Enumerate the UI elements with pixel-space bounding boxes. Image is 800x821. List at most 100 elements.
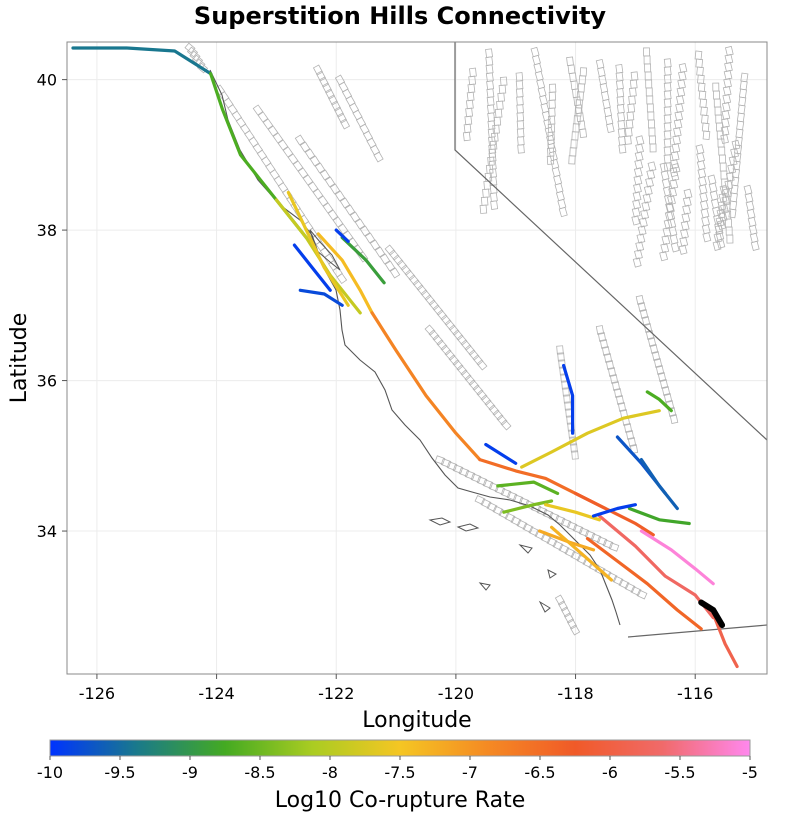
fault-section-outline: [556, 345, 564, 355]
fault-section-outline: [464, 344, 476, 356]
fault-section-outline: [631, 215, 641, 226]
fault-section-outline: [384, 260, 396, 272]
fault-section-outline: [504, 512, 516, 523]
fault-section-outline: [726, 234, 734, 244]
fault-section-outline: [432, 304, 444, 316]
fault-section-outline: [486, 502, 498, 512]
fault-section-outline: [560, 606, 572, 618]
x-tick-label: -118: [557, 684, 593, 703]
fault-section-outline: [659, 251, 669, 262]
fault-section-outline: [434, 455, 446, 465]
y-axis-label: Latitude: [7, 313, 32, 404]
fault-section-outline: [635, 294, 645, 306]
fault-section-outline: [566, 521, 578, 531]
fault-section-outline: [472, 384, 484, 396]
fault-section-outline: [636, 589, 648, 600]
fault-section-outline: [517, 144, 525, 154]
fault-section-outline: [302, 174, 314, 186]
fault-section-outline: [612, 575, 624, 586]
fault-section-outline: [452, 464, 464, 474]
fault-section-outline: [458, 467, 470, 477]
fault-section-outline: [468, 349, 480, 361]
fault-section-outline: [307, 181, 319, 193]
fault-section-outline: [632, 257, 642, 268]
fault-section-outline: [468, 379, 480, 391]
fault-section-outline: [720, 133, 729, 145]
fault-section-outline: [570, 551, 582, 561]
colorbar-tick-label: -7: [462, 763, 478, 782]
fault-section-outline: [558, 206, 568, 218]
fault-section-outline: [392, 254, 404, 266]
fault-section-outline: [649, 343, 659, 355]
fault-section-outline: [277, 139, 289, 151]
fault-section-outline: [630, 586, 642, 596]
fault-section-outline: [518, 497, 530, 507]
y-tick-label: 40: [37, 71, 57, 90]
fault-trace: [639, 529, 715, 586]
fault-section-outline: [554, 515, 566, 525]
fault-section-outline: [661, 385, 671, 397]
fault-section-outline: [456, 334, 468, 346]
colorbar-ticks: -10 -9.5 -9 -8.5 -8 -7.5 -7 -6.5 -6 -5.5 -5: [37, 756, 758, 782]
fault-section-outline: [324, 176, 336, 188]
fault-section-outline: [651, 350, 661, 362]
fault-section-outline: [717, 219, 727, 231]
fault-section-outline: [354, 218, 366, 230]
fault-section-outline: [639, 308, 649, 320]
fault-section-outline: [460, 339, 472, 351]
fault-section-outline: [359, 225, 371, 237]
fault-section-outline: [384, 244, 396, 256]
source-fault: [698, 599, 726, 629]
fault-section-outline: [327, 94, 339, 106]
fault-section-outline: [601, 346, 611, 356]
colorbar-tick-label: -8: [322, 763, 338, 782]
fault-section-outline: [297, 167, 309, 179]
fault-section-outline: [670, 242, 680, 253]
x-tick-label: -116: [677, 684, 713, 703]
fault-section-outline: [315, 70, 327, 82]
fault-section-outline: [336, 112, 348, 124]
fault-section-outline: [618, 144, 627, 154]
fault-section-outline: [643, 322, 653, 334]
fault-section-outline: [339, 118, 351, 130]
fault-section-outline: [470, 473, 482, 483]
fault-section-outline: [396, 259, 408, 271]
fault-section-outline: [287, 153, 299, 165]
fault-section-outline: [364, 232, 376, 244]
fault-section-outline: [496, 414, 508, 426]
fault-section-outline: [444, 349, 456, 361]
fault-section-outline: [667, 406, 677, 418]
source-fault-trace: [698, 599, 726, 629]
fault-section-outline: [623, 423, 633, 433]
x-tick-label: -124: [198, 684, 234, 703]
fault-section-outline: [625, 430, 635, 440]
fault-section-outline: [702, 232, 712, 243]
fault-section-outline: [557, 600, 569, 612]
fault-section-outline: [404, 269, 416, 281]
fault-section-outline: [560, 518, 572, 528]
y-tick-label: 34: [37, 522, 57, 541]
fault-section-outline: [572, 524, 584, 534]
fault-section-outline: [329, 183, 341, 195]
colorbar-tick-label: -9.5: [104, 763, 135, 782]
fault-section-outline: [678, 244, 688, 255]
fault-section-outline: [257, 111, 269, 123]
fault-trace: [502, 499, 554, 514]
fault-section-outline: [718, 211, 728, 223]
fault-section-outlines: [184, 42, 760, 636]
fault-section-outline: [564, 401, 572, 411]
fault-section-outline: [332, 216, 344, 228]
fault-section-outline: [252, 104, 264, 116]
fault-trace: [591, 503, 637, 518]
fault-section-outline: [480, 394, 492, 406]
fault-section-outline: [637, 301, 647, 313]
fault-section-outline: [314, 162, 326, 174]
fault-section-outline: [408, 274, 420, 286]
fault-section-outline: [546, 537, 558, 547]
fault-section-outline: [327, 209, 339, 221]
fault-section-outline: [492, 505, 504, 516]
colorbar-tick-label: -10: [37, 763, 63, 782]
fault-section-outline: [337, 223, 349, 235]
fault-section-outline: [725, 171, 735, 183]
